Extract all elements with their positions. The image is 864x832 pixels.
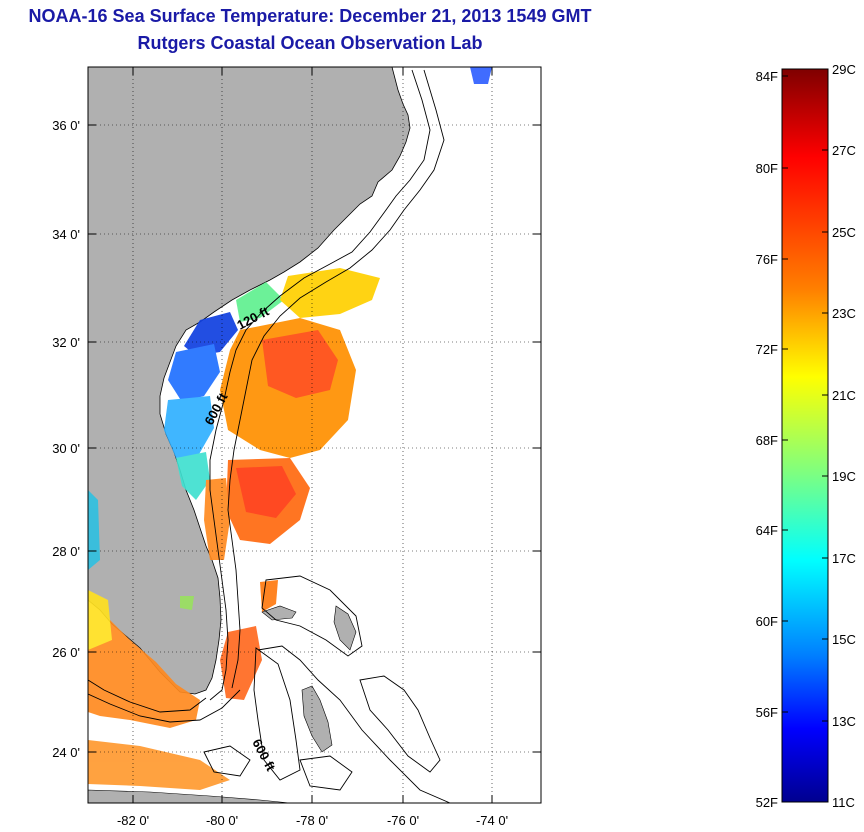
lon-label: -78 0'	[296, 813, 328, 828]
lon-label: -82 0'	[117, 813, 149, 828]
colorbar-c-label: 11C	[832, 795, 855, 810]
colorbar-f-label: 64F	[756, 523, 778, 538]
land-abaco	[333, 605, 357, 651]
land-cuba	[88, 789, 291, 803]
colorbar-f-label: 84F	[756, 69, 778, 84]
colorbar-f-label: 52F	[756, 795, 778, 810]
lon-label: -80 0'	[206, 813, 238, 828]
colorbar-c-label: 15C	[832, 632, 856, 647]
lat-label: 30 0'	[52, 441, 80, 456]
colorbar-c-label: 21C	[832, 388, 856, 403]
map-title: NOAA-16 Sea Surface Temperature: Decembe…	[28, 6, 592, 26]
colorbar-ticks	[782, 68, 828, 722]
colorbar-c-label: 23C	[832, 306, 856, 321]
colorbar-c-label: 25C	[832, 225, 856, 240]
colorbar-f-label: 60F	[756, 614, 778, 629]
map-subtitle: Rutgers Coastal Ocean Observation Lab	[137, 33, 483, 53]
lat-label: 26 0'	[52, 645, 80, 660]
colorbar-c-label: 17C	[832, 551, 856, 566]
lat-label: 24 0'	[52, 745, 80, 760]
lat-label: 36 0'	[52, 118, 80, 133]
colorbar-f-label: 68F	[756, 433, 778, 448]
land-grand-bahama	[261, 605, 297, 621]
colorbar	[781, 68, 829, 803]
colorbar-f-label: 76F	[756, 252, 778, 267]
lat-label: 34 0'	[52, 227, 80, 242]
colorbar-c-label: 29C	[832, 62, 856, 77]
lon-label: -74 0'	[476, 813, 508, 828]
colorbar-f-label: 80F	[756, 161, 778, 176]
lat-label: 32 0'	[52, 335, 80, 350]
land-andros	[301, 685, 333, 753]
colorbar-f-label: 72F	[756, 342, 778, 357]
colorbar-c-label: 13C	[832, 714, 856, 729]
colorbar-f-label: 56F	[756, 705, 778, 720]
lon-label: -76 0'	[387, 813, 419, 828]
colorbar-c-label: 19C	[832, 469, 856, 484]
colorbar-c-label: 27C	[832, 143, 856, 158]
axis-ticks	[88, 67, 541, 803]
sst-data	[88, 67, 492, 790]
lat-label: 28 0'	[52, 544, 80, 559]
grid-lines	[88, 67, 541, 803]
